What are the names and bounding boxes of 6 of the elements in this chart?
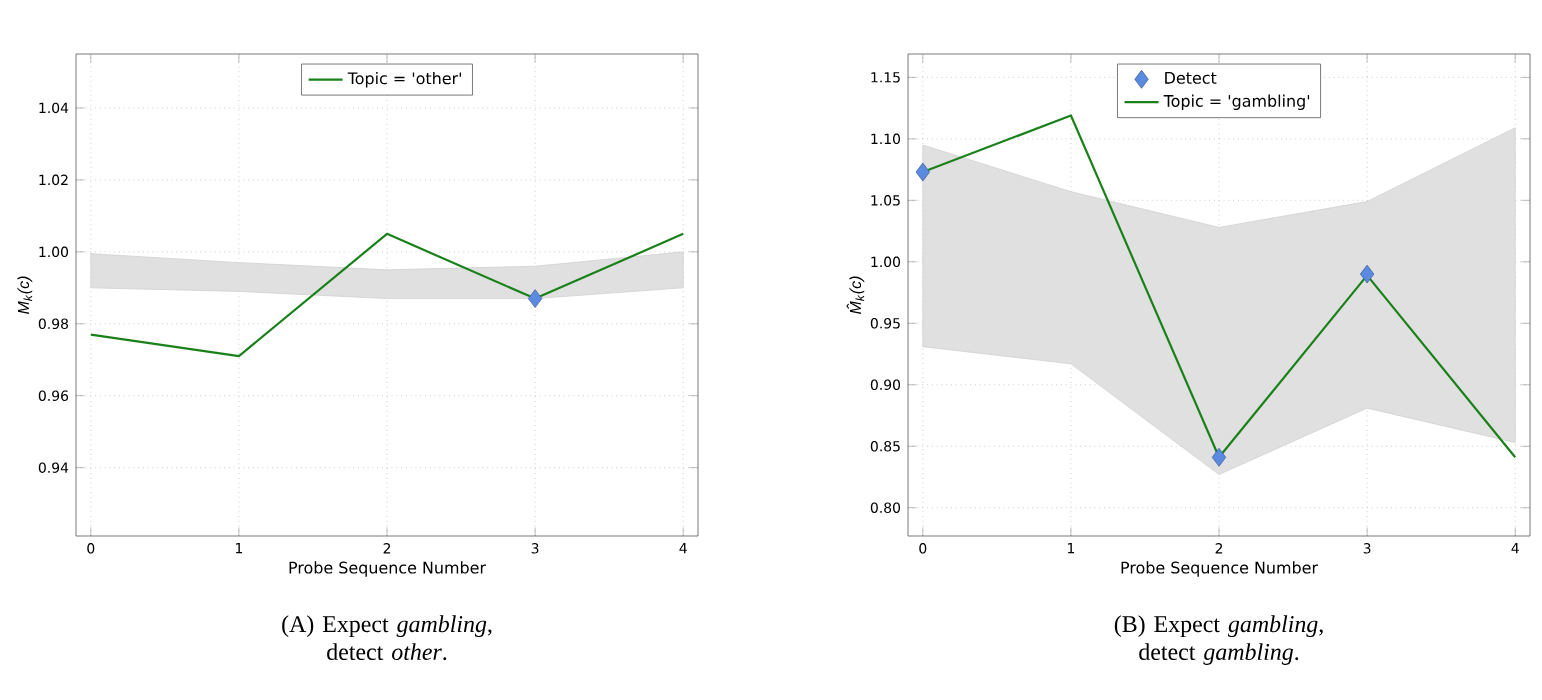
point — [1359, 264, 1375, 284]
line-series — [89, 232, 685, 358]
point — [915, 162, 930, 182]
text: (A) Expect gambling, detect other. — [282, 615, 492, 661]
text: (B) Expect gambling, detect gambling. — [1114, 615, 1323, 665]
point — [1211, 447, 1227, 467]
